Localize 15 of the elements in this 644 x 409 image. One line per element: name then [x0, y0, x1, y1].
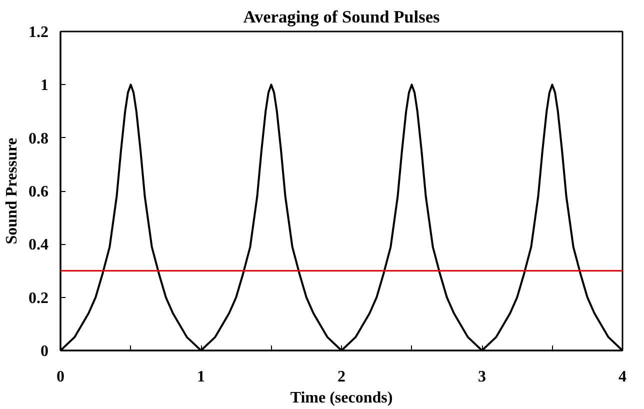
chart-title: Averaging of Sound Pulses	[243, 8, 440, 26]
y-tick-label: 0.8	[28, 130, 48, 148]
x-tick-label: 2	[338, 368, 346, 386]
y-tick-label: 1	[40, 77, 48, 94]
x-tick-label: 0	[56, 368, 64, 386]
y-tick-label: 0.2	[28, 290, 48, 307]
x-tick-label: 4	[618, 368, 626, 386]
x-axis-title: Time (seconds)	[290, 390, 393, 406]
x-tick-label: 1	[197, 368, 205, 386]
x-tick-label: 3	[478, 368, 486, 386]
y-tick-label: 0	[40, 343, 48, 360]
y-tick-label: 0.6	[28, 184, 48, 200]
y-tick-label: 0.4	[28, 236, 48, 254]
y-tick-label: 1.2	[28, 24, 48, 41]
y-axis-title: Sound Pressure	[4, 138, 20, 244]
